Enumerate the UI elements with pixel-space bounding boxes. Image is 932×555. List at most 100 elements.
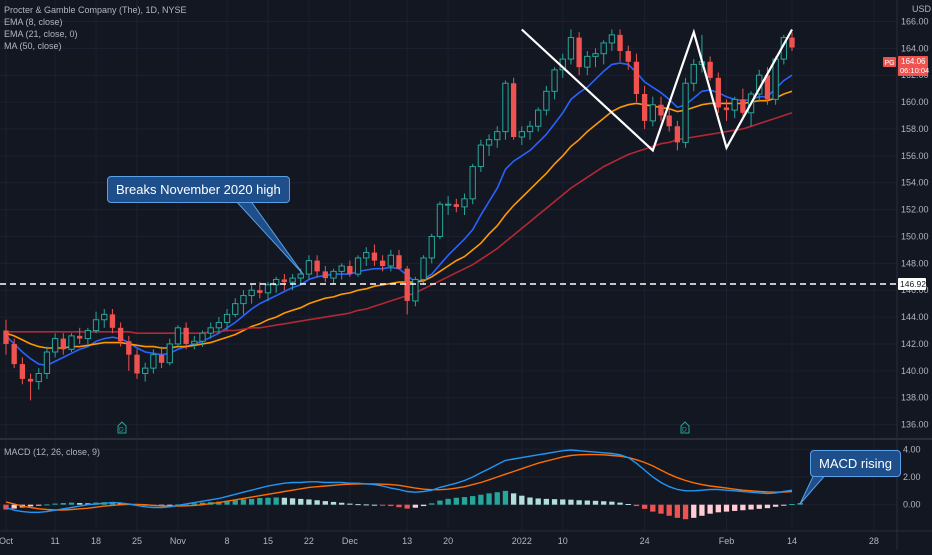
macd-histogram-bar	[535, 498, 541, 505]
macd-histogram-bar	[609, 501, 615, 505]
candle-body	[461, 198, 468, 208]
macd-histogram-bar	[437, 500, 443, 505]
candle-body	[543, 90, 550, 111]
macd-histogram-bar	[232, 500, 238, 505]
candle-body	[142, 367, 149, 374]
candle-body	[27, 378, 34, 382]
macd-histogram-bar	[167, 504, 173, 506]
candle-body	[617, 34, 623, 51]
price-tick-label: 150.00	[901, 231, 929, 241]
macd-histogram-bar	[560, 499, 566, 505]
macd-histogram-bar	[429, 503, 435, 505]
candle-body	[101, 313, 108, 321]
macd-histogram-bar	[732, 504, 738, 511]
time-tick-label: 18	[91, 536, 101, 546]
svg-text:D: D	[119, 427, 124, 434]
candle-body	[109, 314, 116, 328]
candle-body	[183, 327, 189, 344]
candle-body	[535, 109, 542, 127]
macd-histogram-bar	[748, 504, 754, 510]
bar-countdown: 06:10:04	[900, 66, 929, 75]
time-tick-label: 24	[640, 536, 650, 546]
price-tick-label: 140.00	[901, 366, 929, 376]
macd-histogram-bar	[339, 502, 345, 505]
macd-histogram-bar	[584, 500, 590, 505]
macd-histogram-bar	[44, 504, 50, 506]
macd-histogram-bar	[77, 503, 83, 505]
macd-signal-line	[5, 453, 793, 511]
candle-body	[117, 327, 124, 342]
candle-body	[223, 313, 231, 323]
candle-body	[371, 252, 378, 261]
support-level-value: 146.92	[900, 279, 926, 289]
candle-body	[11, 343, 17, 365]
macd-histogram-bar	[445, 498, 451, 505]
legend-ema8[interactable]: EMA (8, close)	[4, 17, 63, 27]
macd-histogram-bar	[510, 493, 517, 505]
macd-histogram-bar	[666, 504, 672, 516]
macd-histogram-bar	[551, 499, 558, 505]
time-axis[interactable]: Oct 11 18 25 Nov 8 15 22 Dec 13 20 2022 10 24 Feb 14 28	[0, 536, 879, 546]
time-tick-label: Oct	[0, 536, 13, 546]
candle-body	[436, 203, 444, 237]
candle-body	[322, 271, 328, 279]
macd-histogram-bar	[723, 504, 730, 512]
price-tick-label: 146.00	[901, 285, 929, 295]
price-tick-label: 136.00	[901, 420, 929, 430]
w-pattern-line	[521, 28, 793, 153]
macd-histogram-bar	[756, 504, 762, 509]
candle-body	[633, 61, 640, 94]
legend-title[interactable]: Procter & Gamble Company (The), 1D, NYSE	[4, 5, 187, 15]
legend-ema21[interactable]: EMA (21, close, 0)	[4, 29, 78, 39]
candle-body	[347, 266, 353, 275]
price-tick-label: 138.00	[901, 393, 929, 403]
macd-histogram-bar	[592, 500, 599, 505]
macd-histogram-bar	[740, 504, 746, 511]
time-tick-label: Nov	[170, 536, 187, 546]
legend-ma50[interactable]: MA (50, close)	[4, 41, 62, 51]
macd-histogram-bar	[412, 504, 419, 508]
time-tick-label: 2022	[512, 536, 532, 546]
time-tick-label: Feb	[719, 536, 735, 546]
last-price-value: 164.06	[901, 57, 926, 66]
candle-body	[518, 131, 525, 138]
macd-histogram-bar	[420, 504, 427, 507]
candle-body	[551, 69, 558, 92]
dividend-marker[interactable]: D	[117, 421, 127, 434]
macd-histogram-bar	[322, 501, 328, 505]
candle-body	[658, 104, 664, 116]
legend-macd[interactable]: MACD (12, 26, close, 9)	[4, 447, 101, 457]
dividend-marker[interactable]: D	[680, 421, 690, 434]
price-tick-label: 160.00	[901, 97, 929, 107]
macd-histogram-bar	[347, 503, 353, 505]
candle-body	[641, 94, 648, 121]
time-tick-label: Dec	[342, 536, 359, 546]
candle-body	[134, 354, 140, 374]
candle-body	[92, 319, 100, 331]
macd-histogram-bar	[281, 497, 288, 505]
macd-histogram-bar	[68, 502, 75, 505]
macd-tick-label: 2.00	[903, 472, 921, 482]
macd-axis[interactable]: 4.00 2.00 0.00	[903, 444, 921, 509]
price-tick-label: 144.00	[901, 312, 929, 322]
candle-body	[150, 354, 157, 369]
candle-body	[240, 295, 247, 305]
macd-histogram-bar	[658, 504, 664, 514]
macd-histogram-bar	[117, 503, 124, 505]
candle-body	[158, 354, 165, 363]
candle-body	[264, 284, 272, 294]
candle-body	[764, 75, 771, 100]
candle-body	[608, 34, 616, 44]
candle-body	[84, 330, 92, 340]
macd-histogram-bar	[191, 503, 197, 505]
candle-body	[576, 37, 582, 68]
macd-histogram-bar	[674, 504, 681, 518]
svg-text:D: D	[682, 427, 687, 434]
macd-histogram-bar	[478, 494, 484, 505]
macd-histogram-bar	[27, 504, 34, 507]
macd-histogram-bar	[715, 504, 721, 513]
macd-histogram-bar	[764, 504, 771, 509]
last-price-symbol: PG	[885, 60, 895, 67]
price-tick-label: 148.00	[901, 258, 929, 268]
macd-histogram-bar	[699, 504, 705, 516]
